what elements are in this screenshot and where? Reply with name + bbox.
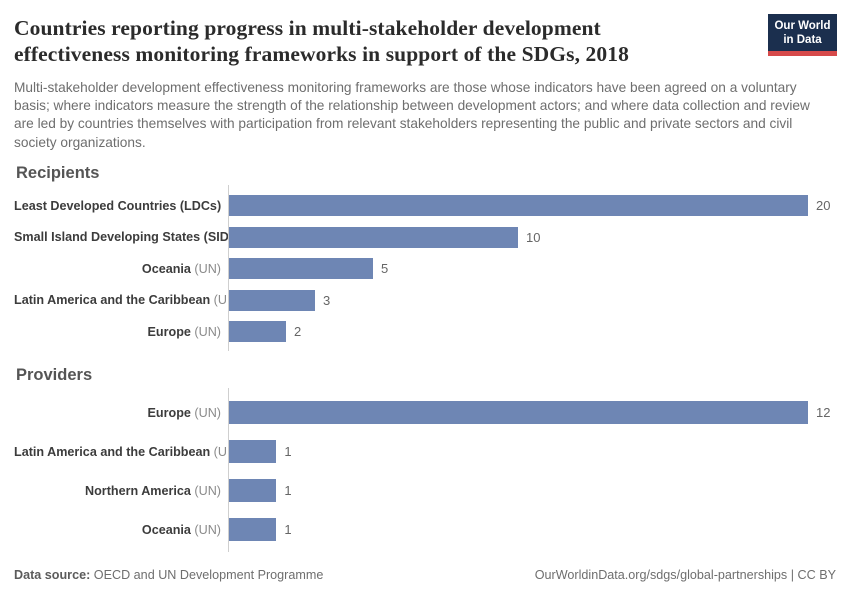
bar-row: Small Island Developing States (SIDS) 10	[14, 222, 836, 254]
bar-row: Latin America and the Caribbean (UN) 3	[14, 285, 836, 317]
footer-data-source: Data source: OECD and UN Development Pro…	[14, 568, 323, 582]
entity-suffix: (UN)	[190, 324, 221, 339]
value-label: 5	[381, 261, 389, 277]
bar-chart-recipients: Least Developed Countries (LDCs) 20 Small …	[14, 185, 836, 350]
chart-subtitle: Multi-stakeholder development effectiven…	[14, 80, 810, 150]
bar-row: Europe (UN) 12	[14, 393, 836, 432]
bar	[228, 195, 808, 217]
facet-heading-providers: Providers	[16, 366, 93, 384]
footer-url-link[interactable]: OurWorldinData.org/sdgs/global-partnersh…	[534, 568, 788, 582]
value-label: 10	[526, 229, 541, 245]
entity-suffix: (UN)	[190, 405, 221, 420]
facet-providers: Europe (UN) 12 Latin America and the Carib…	[14, 388, 836, 552]
entity-label: Northern America (UN)	[85, 483, 221, 498]
entity-label: Europe (UN)	[147, 405, 221, 420]
value-label: 2	[294, 324, 302, 340]
chart-footer: Data source: OECD and UN Development Pro…	[14, 568, 836, 582]
footer-separator: |	[787, 568, 798, 582]
entity-suffix: (UN)	[190, 522, 221, 537]
value-label: 12	[816, 405, 831, 420]
facet-heading-recipients: Recipients	[16, 164, 100, 182]
bar-row: Least Developed Countries (LDCs) 20	[14, 190, 836, 222]
bar	[228, 479, 277, 502]
entity-label: Oceania (UN)	[141, 261, 221, 276]
value-label: 1	[284, 522, 292, 537]
footer-attribution: OurWorldinData.org/sdgs/global-partnersh…	[535, 568, 836, 582]
owid-logo[interactable]: Our World in Data	[768, 14, 837, 56]
bar	[228, 401, 808, 424]
bar-row: Latin America and the Caribbean (UN) 1	[14, 432, 836, 471]
data-source-label: Data source:	[14, 568, 91, 582]
entity-label: Least Developed Countries (LDCs)	[14, 198, 222, 213]
owid-logo-text: Our World in Data	[768, 14, 837, 51]
bar	[228, 518, 277, 541]
bar	[228, 440, 277, 463]
bar-row: Oceania (UN) 5	[14, 253, 836, 285]
entity-label: Small Island Developing States (SIDS)	[14, 230, 242, 245]
facet-recipients: Least Developed Countries (LDCs) 20 Small …	[14, 185, 836, 350]
bar	[228, 226, 518, 248]
value-label: 1	[284, 483, 292, 498]
entity-label: Latin America and the Caribbean (UN)	[14, 293, 241, 308]
value-label: 1	[284, 444, 292, 459]
value-label: 20	[816, 198, 831, 214]
value-label: 3	[323, 292, 331, 308]
bar-chart-providers: Europe (UN) 12 Latin America and the Carib…	[14, 388, 836, 552]
chart-title: Countries reporting progress in multi-st…	[14, 15, 759, 67]
bar	[228, 258, 373, 280]
entity-suffix: (UN)	[190, 483, 221, 498]
entity-label: Oceania (UN)	[141, 522, 221, 537]
entity-suffix: (UN)	[190, 261, 221, 276]
bar-row: Europe (UN) 2	[14, 316, 836, 348]
chart-title-line2: effectiveness monitoring frameworks in s…	[14, 42, 629, 66]
footer-license: CC BY	[797, 568, 837, 582]
owid-logo-red-strip	[768, 51, 837, 56]
chart-title-line1: Countries reporting progress in multi-st…	[14, 16, 601, 40]
entity-label: Latin America and the Caribbean (UN)	[14, 444, 241, 459]
bar-row: Northern America (UN) 1	[14, 471, 836, 510]
data-source-text: OECD and UN Development Programme	[90, 568, 324, 582]
bar	[228, 289, 315, 311]
bar	[228, 321, 286, 343]
entity-label: Europe (UN)	[147, 324, 221, 339]
bar-row: Oceania (UN) 1	[14, 510, 836, 549]
